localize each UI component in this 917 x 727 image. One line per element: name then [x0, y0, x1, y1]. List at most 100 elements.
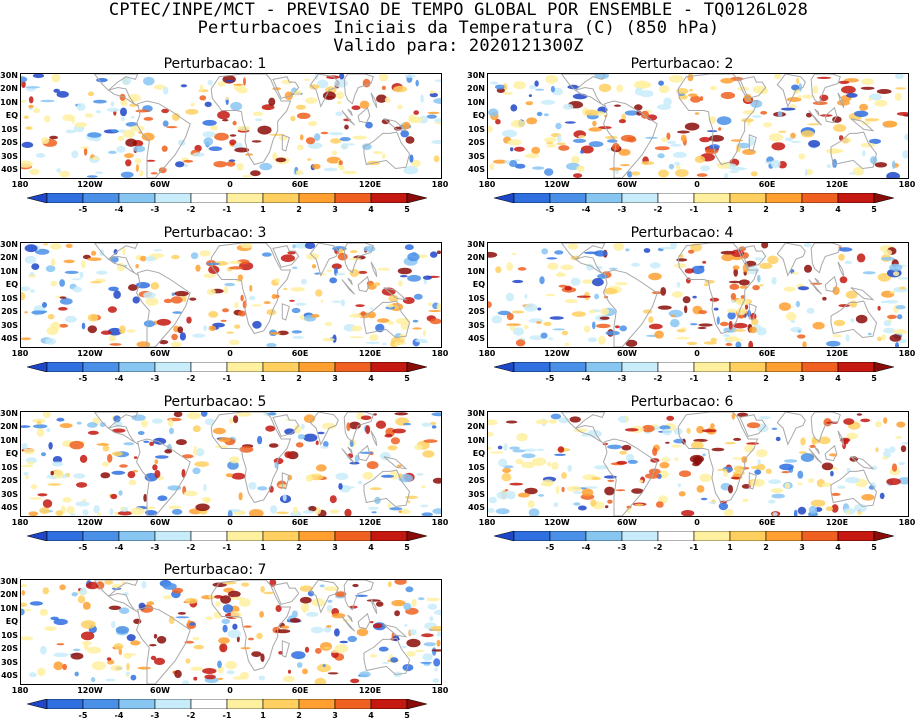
perturbation-blob: [69, 440, 84, 450]
coastline-india: [776, 412, 806, 446]
perturbation-blob: [154, 470, 161, 478]
perturbation-blob: [627, 171, 633, 178]
perturbation-blob: [200, 412, 208, 417]
perturbation-blob: [709, 297, 720, 302]
perturbation-blob: [403, 602, 412, 611]
coastline-australia: [363, 131, 411, 170]
lon-label: 0: [227, 349, 233, 358]
perturbation-blob: [657, 305, 672, 310]
perturbation-blob: [895, 87, 906, 90]
perturbation-blob: [111, 451, 123, 457]
perturbation-blob: [701, 429, 717, 433]
colorbar-swatch: [118, 531, 156, 541]
perturbation-blob: [648, 272, 662, 281]
coastline-new-guinea: [383, 287, 408, 301]
coastline-borneo: [357, 612, 371, 630]
perturbation-blob: [29, 497, 42, 500]
perturbation-blob: [733, 437, 742, 441]
perturbation-blob: [365, 341, 381, 344]
colorbar-label: -4: [114, 374, 124, 383]
perturbation-blob: [825, 506, 834, 512]
perturbation-blob: [340, 299, 346, 307]
perturbation-blob: [28, 511, 39, 516]
perturbation-blob: [121, 117, 125, 122]
lat-label: 40S: [1, 503, 18, 513]
perturbation-blob: [234, 147, 250, 153]
colorbar-swatch: [226, 699, 264, 709]
perturbation-blob: [90, 677, 96, 683]
perturbation-blob: [79, 271, 84, 279]
perturbation-blob: [892, 160, 896, 169]
perturbation-blob: [404, 74, 416, 78]
coastlines: [93, 243, 411, 347]
perturbation-blob: [826, 164, 831, 169]
coastline-madagascar: [281, 134, 290, 152]
perturbation-blob: [21, 602, 28, 608]
colorbar-swatch: [334, 531, 372, 541]
perturbation-blob: [756, 327, 767, 336]
perturbation-blob: [212, 427, 226, 435]
perturbation-blob: [732, 167, 748, 170]
perturbation-blob: [330, 138, 342, 144]
perturbation-blob: [421, 512, 433, 516]
colorbar-label: -4: [581, 543, 591, 552]
colorbar-swatch: [298, 362, 336, 372]
perturbation-blob: [860, 86, 875, 90]
perturbation-blob: [422, 653, 433, 661]
perturbation-blob: [87, 313, 99, 322]
perturbation-blob: [312, 163, 321, 170]
perturbation-blob: [233, 415, 239, 424]
perturbation-blob: [658, 85, 670, 94]
perturbation-blob: [384, 433, 393, 438]
perturbation-blob: [295, 104, 306, 110]
colorbar-swatch: [657, 193, 695, 203]
perturbation-blob: [168, 505, 182, 510]
perturbation-blob: [578, 135, 586, 139]
perturbation-blob: [393, 85, 408, 93]
perturbation-blob: [378, 646, 389, 652]
perturbation-blob: [315, 647, 322, 654]
perturbation-blob: [80, 620, 96, 629]
coastline-north-america: [93, 74, 139, 91]
perturbation-blob: [592, 120, 597, 127]
perturbation-blob: [281, 79, 293, 85]
perturbation-blob: [110, 493, 118, 500]
perturbation-blob: [423, 642, 436, 647]
perturbation-blob: [831, 504, 839, 513]
perturbation-blob: [304, 243, 316, 249]
perturbation-blob: [275, 629, 291, 634]
colorbar-swatch: [801, 193, 839, 203]
perturbation-blob: [119, 93, 126, 101]
coastline-arabia: [739, 414, 767, 437]
perturbation-blob: [837, 485, 846, 489]
perturbation-blob: [53, 88, 60, 93]
perturbation-blob: [889, 446, 896, 453]
perturbation-blob: [418, 597, 425, 601]
colorbar-swatch: [693, 531, 731, 541]
perturbation-blob: [36, 420, 42, 425]
perturbation-blob: [764, 161, 780, 164]
perturbation-blob: [719, 321, 729, 327]
perturbation-blob: [394, 412, 409, 416]
perturbation-blob: [676, 87, 689, 95]
coastline-philippines: [837, 430, 845, 447]
coastline-madagascar: [281, 303, 290, 321]
perturbation-blob: [222, 624, 228, 633]
perturbation-blob: [66, 506, 75, 514]
perturbation-blob: [222, 604, 234, 613]
perturbation-blob: [555, 272, 566, 277]
perturbation-blob: [96, 270, 108, 275]
perturbation-blob: [812, 101, 828, 106]
colorbar-swatch: [27, 699, 48, 709]
perturbation-blob: [598, 83, 612, 93]
perturbation-blob: [883, 448, 891, 452]
lon-label: 120W: [544, 349, 570, 358]
colorbar-swatch: [621, 193, 659, 203]
perturbation-blob: [146, 159, 156, 162]
perturbation-blob: [107, 453, 113, 463]
perturbation-blob: [895, 342, 899, 347]
perturbation-blob: [804, 264, 812, 273]
perturbation-blob: [59, 170, 70, 178]
perturbation-blob: [551, 461, 559, 470]
colorbar-label: -1: [222, 543, 232, 552]
